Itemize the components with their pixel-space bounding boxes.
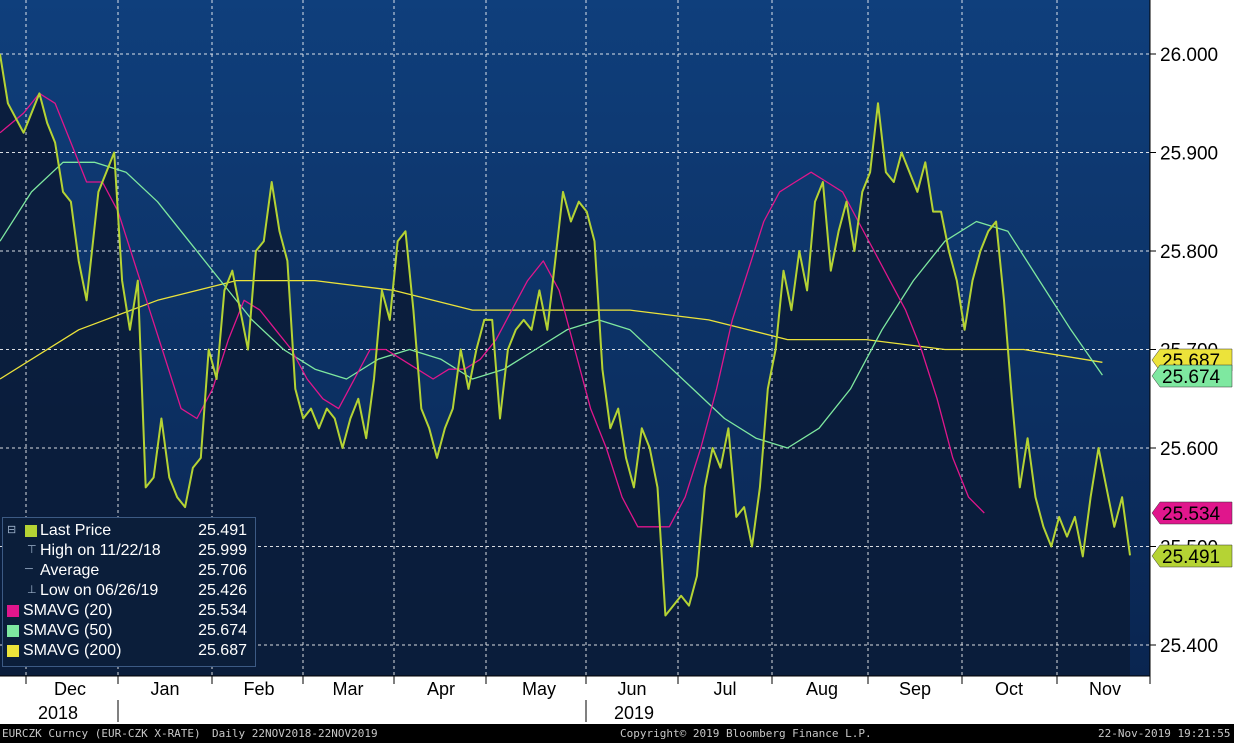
legend-swatch-sma50: [7, 625, 19, 637]
copyright-label: Copyright© 2019 Bloomberg Finance L.P.: [620, 727, 872, 740]
legend-row-sma20: SMAVG (20) 25.534: [3, 601, 255, 621]
y-tick-label: 26.000: [1160, 45, 1218, 66]
value-tag-box: [1151, 364, 1233, 388]
ticker-label: EURCZK Curncy (EUR-CZK X-RATE): [2, 727, 201, 740]
legend-value: 25.674: [198, 622, 247, 639]
legend-marker-icon: ⊟: [7, 524, 17, 536]
value-tag-box: [1151, 501, 1233, 525]
y-tick-label: 25.800: [1160, 242, 1218, 263]
legend-row-low: ⊥ Low on 06/26/19 25.426: [3, 581, 255, 601]
x-year-label: 2018: [38, 703, 78, 723]
value-tag: 25.491: [1151, 544, 1233, 568]
value-tag-label: 25.491: [1162, 547, 1220, 568]
x-tick-label: Nov: [1089, 679, 1121, 699]
legend-value: 25.687: [198, 642, 247, 659]
legend-swatch-sma200: [7, 645, 19, 657]
y-tick-label: 25.900: [1160, 144, 1218, 165]
series-lines: [0, 53, 1131, 617]
grid: [0, 0, 1151, 676]
value-tag: 25.674: [1151, 364, 1233, 388]
x-tick-label: Dec: [54, 679, 86, 699]
x-tick-label: Feb: [243, 679, 274, 699]
legend-label: SMAVG (20): [23, 602, 113, 619]
xaxis-background: [0, 676, 1150, 724]
x-tick-label: Jun: [617, 679, 646, 699]
legend-row-last-price: ⊟ Last Price 25.491: [3, 521, 255, 541]
legend-value: 25.491: [198, 522, 247, 539]
x-tick-label: Sep: [899, 679, 931, 699]
legend-swatch-sma20: [7, 605, 19, 617]
timestamp-label: 22-Nov-2019 19:21:55: [1098, 727, 1231, 740]
x-tick-label: May: [522, 679, 556, 699]
legend-marker-icon: ⊥: [27, 584, 37, 596]
y-tick-label: 25.600: [1160, 439, 1218, 460]
x-tick-label: Jan: [150, 679, 179, 699]
x-axis: Dec Jan Feb Mar Apr May Jun Jul Aug Sep Oct Nov 2018…: [0, 675, 1151, 723]
legend-label: SMAVG (50): [23, 622, 113, 639]
legend-label: High on 11/22/18: [40, 542, 161, 559]
period-label: Daily 22NOV2018-22NOV2019: [212, 727, 378, 740]
x-tick-label: Aug: [806, 679, 838, 699]
legend-row-average: ─ Average 25.706: [3, 561, 255, 581]
value-tag-label: 25.534: [1162, 504, 1221, 525]
series-line-last-price: [0, 53, 1131, 617]
legend-label: Average: [40, 562, 100, 579]
x-year-label: 2019: [614, 703, 654, 723]
legend-label: Low on 06/26/19: [40, 582, 159, 599]
legend-value: 25.999: [198, 542, 247, 559]
value-tag-box: [1151, 544, 1233, 568]
legend-value: 25.426: [198, 582, 247, 599]
series-line-smavg-50-: [0, 161, 1103, 449]
value-tag-label: 25.674: [1162, 367, 1221, 388]
legend-value: 25.706: [198, 562, 247, 579]
value-tag: 25.534: [1151, 501, 1233, 525]
y-tick-label: 25.400: [1160, 636, 1218, 657]
x-tick-label: Oct: [995, 679, 1023, 699]
legend-marker-icon: ⊤: [27, 544, 37, 556]
legend-row-sma200: SMAVG (200) 25.687: [3, 641, 255, 661]
x-tick-label: Mar: [333, 679, 364, 699]
legend-label: SMAVG (200): [23, 642, 122, 659]
legend-label: Last Price: [40, 522, 112, 539]
series-line-smavg-20-: [0, 92, 985, 528]
footer-bar: EURCZK Curncy (EUR-CZK X-RATE) Daily 22N…: [0, 724, 1234, 743]
legend-marker-icon: ─: [25, 563, 33, 575]
legend: ⊟ Last Price 25.491 ⊤ High on 11/22/18 2…: [2, 517, 256, 667]
legend-swatch-last-price: [25, 525, 37, 537]
legend-value: 25.534: [198, 602, 247, 619]
series-line-smavg-200-: [0, 279, 1103, 380]
legend-row-high: ⊤ High on 11/22/18 25.999: [3, 541, 255, 561]
x-tick-label: Apr: [427, 679, 455, 699]
legend-row-sma50: SMAVG (50) 25.674: [3, 621, 255, 641]
x-tick-label: Jul: [713, 679, 736, 699]
